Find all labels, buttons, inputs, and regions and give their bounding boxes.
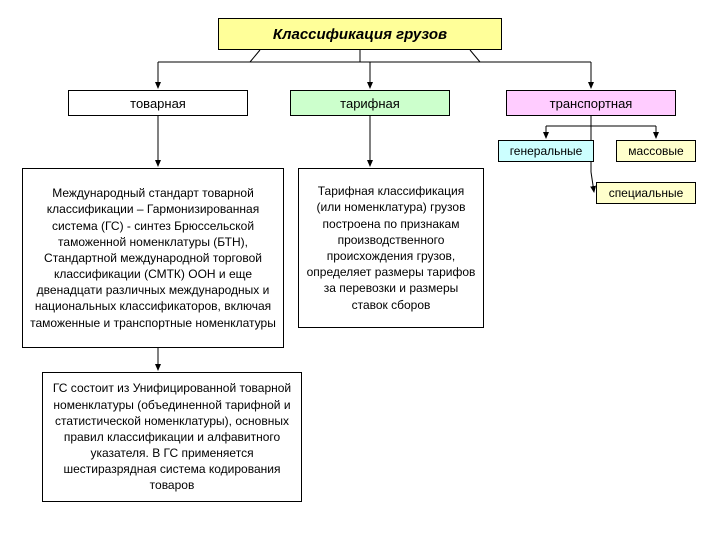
title-box: Классификация грузов bbox=[218, 18, 502, 50]
sub-spetsialnye: специальные bbox=[596, 182, 696, 204]
category-tarifnaya: тарифная bbox=[290, 90, 450, 116]
desc-gs: ГС состоит из Унифицированной товарной н… bbox=[42, 372, 302, 502]
desc-tovarnaya: Международный стандарт товарной классифи… bbox=[22, 168, 284, 348]
sub-generalnye: генеральные bbox=[498, 140, 594, 162]
desc-tarifnaya: Тарифная классификация (или номенклатура… bbox=[298, 168, 484, 328]
category-transportnaya: транспортная bbox=[506, 90, 676, 116]
category-tovarnaya: товарная bbox=[68, 90, 248, 116]
sub-massovye: массовые bbox=[616, 140, 696, 162]
